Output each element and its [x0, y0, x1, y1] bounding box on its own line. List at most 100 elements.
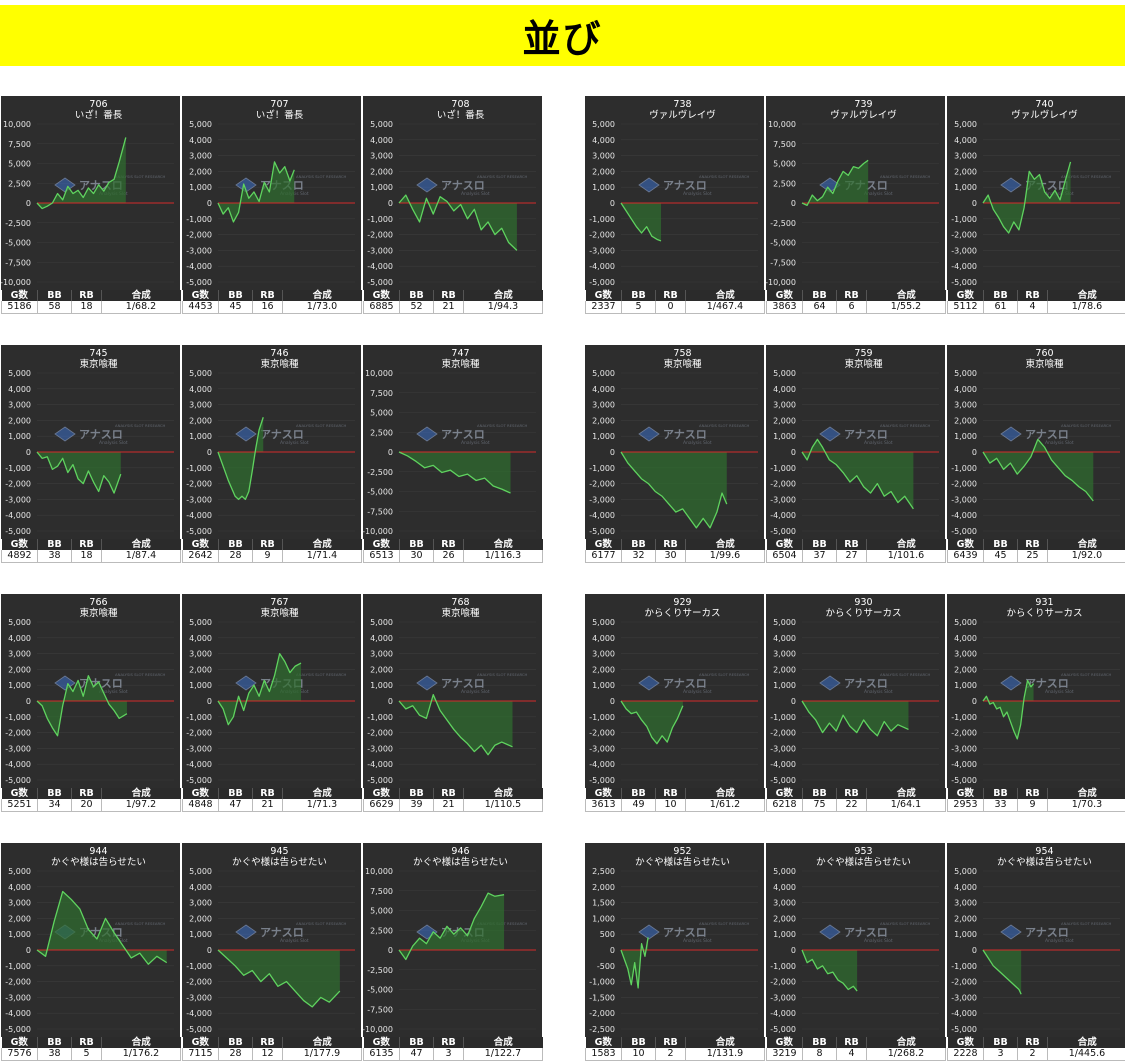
y-tick-label: 3,000 — [954, 899, 977, 908]
balance-line — [982, 438, 1094, 502]
y-tick-label: 5,000 — [189, 867, 212, 876]
stats-header-ratio: 合成 — [1047, 788, 1125, 799]
y-tick-label: -5,000 — [186, 278, 212, 287]
stats-header-ratio: 合成 — [282, 290, 362, 301]
stats-header-rb: RB — [252, 539, 283, 550]
svg-text:Analysis Slot: Analysis Slot — [864, 938, 893, 944]
y-tick-label: -4,000 — [186, 760, 212, 769]
stats-header-rb: RB — [836, 788, 867, 799]
stats-header-ratio: 合成 — [463, 539, 543, 550]
svg-text:アナスロ: アナスロ — [844, 428, 888, 441]
stat-games: 7115 — [182, 1048, 219, 1061]
y-tick-label: 1,000 — [370, 681, 393, 690]
stat-bb: 39 — [399, 799, 434, 812]
stats-header-games: G数 — [585, 1037, 622, 1048]
y-tick-label: -1,000 — [186, 713, 212, 722]
stats-header-ratio: 合成 — [1047, 290, 1125, 301]
stat-ratio: 1/64.1 — [866, 799, 946, 812]
chart-panel-760: 760 東京喰種 5,000 4,000 3,000 2,000 1,000 0 -1,000 -… — [947, 345, 1125, 563]
y-tick-label: -4,000 — [770, 760, 796, 769]
svg-text:アナスロ: アナスロ — [1025, 677, 1069, 690]
y-tick-label: 2,000 — [773, 416, 796, 425]
y-tick-label: -3,000 — [186, 246, 212, 255]
y-tick-label: 7,500 — [8, 140, 31, 149]
svg-text:ANALYSIS SLOT RESEARCH: ANALYSIS SLOT RESEARCH — [1061, 921, 1112, 926]
stat-bb: 38 — [37, 550, 72, 563]
stats-table: G数 BB RB 合成 2642 28 9 1/71.4 — [182, 539, 362, 563]
y-tick-label: -1,000 — [589, 978, 615, 987]
stats-header-rb: RB — [655, 539, 686, 550]
y-tick-label: 5,000 — [370, 907, 393, 916]
svg-text:Analysis Slot: Analysis Slot — [683, 938, 712, 944]
y-tick-label: 0 — [26, 946, 31, 955]
stats-header-games: G数 — [766, 290, 803, 301]
y-tick-label: -1,000 — [951, 962, 977, 971]
machine-number: 758 — [673, 348, 691, 359]
y-tick-label: -2,000 — [5, 729, 31, 738]
y-tick-label: 2,000 — [189, 665, 212, 674]
balance-line — [620, 700, 684, 745]
y-tick-label: 4,000 — [954, 385, 977, 394]
y-tick-label: -2,500 — [770, 219, 796, 228]
machine-number: 746 — [270, 348, 288, 359]
stat-rb: 0 — [655, 301, 686, 314]
stat-rb: 2 — [1017, 1048, 1048, 1061]
balance-line — [982, 679, 1035, 740]
stats-header-rb: RB — [252, 290, 283, 301]
y-tick-label: 0 — [610, 199, 615, 208]
y-tick-label: -1,000 — [589, 464, 615, 473]
y-tick-label: -3,000 — [589, 495, 615, 504]
stats-header-games: G数 — [1, 1037, 38, 1048]
y-tick-label: 0 — [610, 697, 615, 706]
chart-background — [182, 843, 361, 1037]
balance-line — [801, 700, 909, 737]
y-tick-label: -2,000 — [186, 978, 212, 987]
stat-games: 6439 — [947, 550, 984, 563]
y-tick-label: 1,000 — [189, 432, 212, 441]
machine-number: 946 — [451, 846, 469, 857]
y-tick-label: -5,000 — [186, 527, 212, 536]
y-tick-label: 1,000 — [773, 930, 796, 939]
y-tick-label: 5,000 — [773, 618, 796, 627]
balance-area — [37, 137, 126, 209]
y-tick-label: 2,000 — [592, 167, 615, 176]
y-tick-label: 5,000 — [773, 369, 796, 378]
stats-header-ratio: 合成 — [101, 1037, 181, 1048]
stat-bb: 38 — [37, 1048, 72, 1061]
y-tick-label: 4,000 — [592, 634, 615, 643]
stats-table: G数 BB RB 合成 6135 47 3 1/122.7 — [363, 1037, 543, 1061]
machine-name: かぐや様は告らせたい — [232, 856, 327, 868]
y-tick-label: 10,000 — [3, 120, 31, 129]
y-tick-label: -3,000 — [589, 246, 615, 255]
y-tick-label: -5,000 — [5, 527, 31, 536]
svg-text:Analysis Slot: Analysis Slot — [99, 440, 128, 446]
y-tick-label: 4,000 — [189, 883, 212, 892]
y-tick-label: -3,000 — [770, 495, 796, 504]
machine-number: 738 — [673, 99, 691, 110]
stats-header-games: G数 — [947, 1037, 984, 1048]
y-tick-label: -2,000 — [951, 231, 977, 240]
y-tick-label: 5,000 — [954, 867, 977, 876]
balance-line — [801, 949, 858, 992]
y-tick-label: 0 — [791, 199, 796, 208]
y-tick-label: 1,000 — [592, 681, 615, 690]
y-tick-label: 1,000 — [189, 183, 212, 192]
stats-table: G数 BB RB 合成 6629 39 21 1/110.5 — [363, 788, 543, 812]
svg-text:アナスロ: アナスロ — [1025, 926, 1069, 939]
y-tick-label: 3,000 — [592, 650, 615, 659]
y-tick-label: -1,000 — [770, 713, 796, 722]
stats-header-games: G数 — [766, 1037, 803, 1048]
y-tick-label: 1,000 — [773, 432, 796, 441]
y-tick-label: 0 — [26, 697, 31, 706]
stats-header-ratio: 合成 — [282, 1037, 362, 1048]
balance-area — [218, 950, 340, 1007]
y-tick-label: 2,500 — [592, 867, 615, 876]
